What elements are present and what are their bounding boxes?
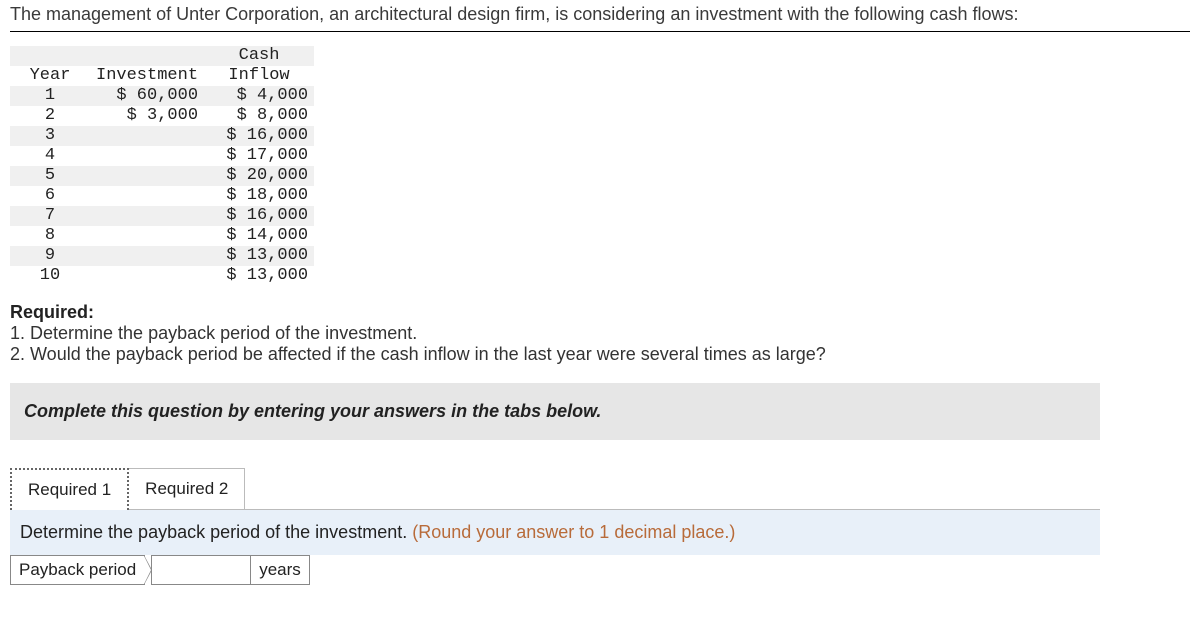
year-header: Year bbox=[10, 66, 90, 86]
problem-statement: The management of Unter Corporation, an … bbox=[10, 4, 1190, 32]
table-row: 3$ 16,000 bbox=[10, 126, 314, 146]
prompt-main: Determine the payback period of the inve… bbox=[20, 522, 412, 542]
table-row: 6$ 18,000 bbox=[10, 186, 314, 206]
requirement-1: 1. Determine the payback period of the i… bbox=[10, 323, 1190, 344]
table-row: 4$ 17,000 bbox=[10, 146, 314, 166]
cash-flow-table: Cash Year Investment Inflow 1$ 60,000$ 4… bbox=[10, 46, 314, 286]
tab-strip: Required 1 Required 2 bbox=[10, 468, 1100, 509]
table-row: 10$ 13,000 bbox=[10, 266, 314, 286]
tab-required-1[interactable]: Required 1 bbox=[10, 468, 129, 510]
required-heading: Required: bbox=[10, 302, 1190, 323]
answer-label: Payback period bbox=[10, 555, 145, 585]
cash-header-2: Inflow bbox=[204, 66, 314, 86]
table-row: 2$ 3,000$ 8,000 bbox=[10, 106, 314, 126]
instruction-bar: Complete this question by entering your … bbox=[10, 383, 1100, 440]
table-row: 5$ 20,000 bbox=[10, 166, 314, 186]
investment-header: Investment bbox=[90, 66, 204, 86]
table-row: 7$ 16,000 bbox=[10, 206, 314, 226]
requirement-2: 2. Would the payback period be affected … bbox=[10, 344, 1190, 365]
table-row: 1$ 60,000$ 4,000 bbox=[10, 86, 314, 106]
chevron-right-icon bbox=[144, 555, 152, 585]
payback-period-input[interactable] bbox=[151, 555, 251, 585]
table-row: 8$ 14,000 bbox=[10, 226, 314, 246]
answer-unit: years bbox=[251, 555, 310, 585]
cash-header-1: Cash bbox=[204, 46, 314, 66]
table-row: 9$ 13,000 bbox=[10, 246, 314, 266]
prompt-hint: (Round your answer to 1 decimal place.) bbox=[412, 522, 735, 542]
tab-required-2[interactable]: Required 2 bbox=[129, 468, 245, 509]
question-prompt: Determine the payback period of the inve… bbox=[10, 509, 1100, 555]
answer-row: Payback period years bbox=[10, 555, 1100, 585]
